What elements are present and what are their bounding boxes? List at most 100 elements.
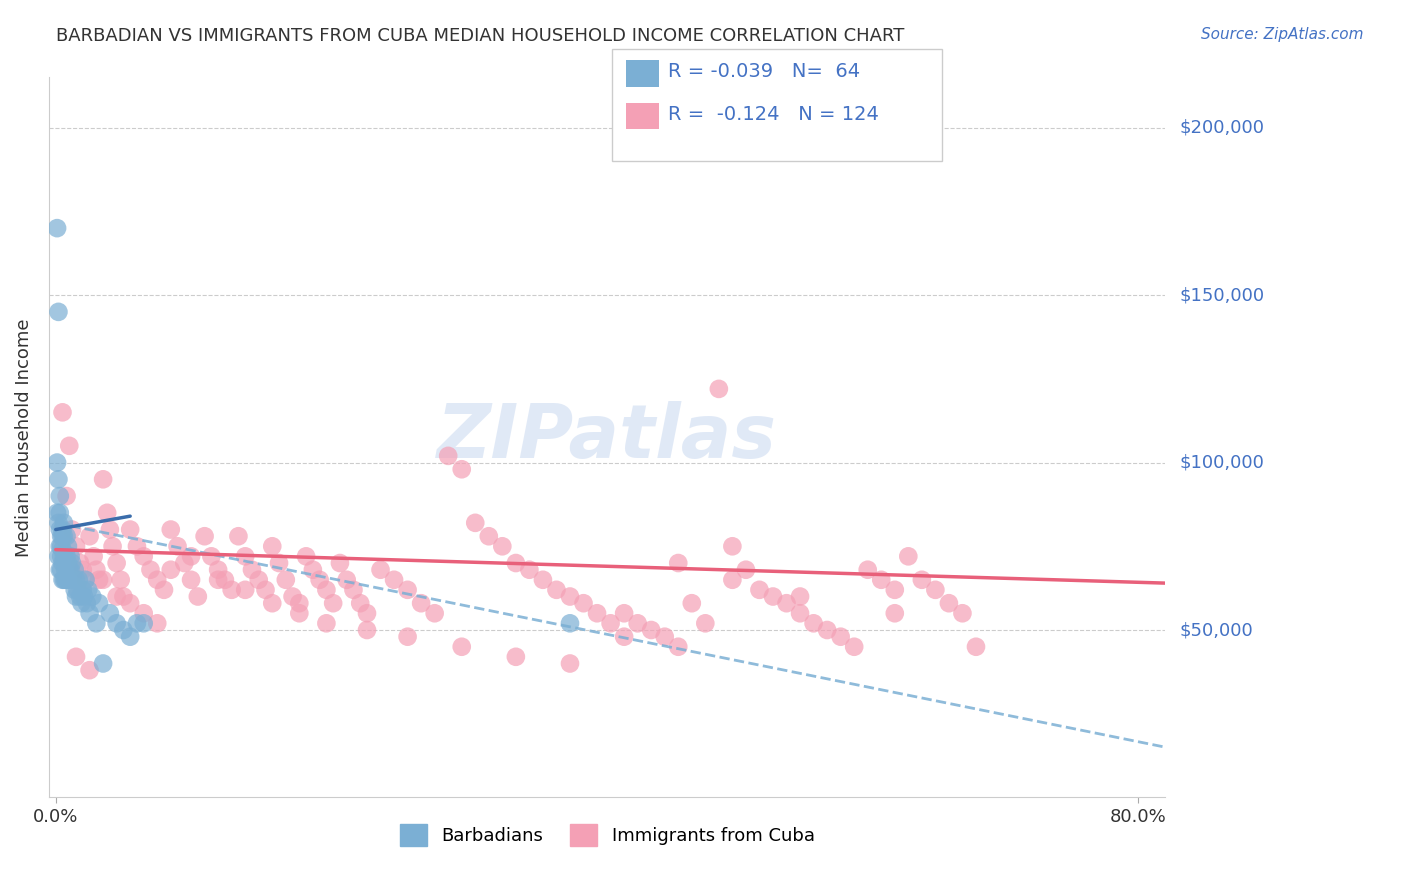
Point xyxy=(572,596,595,610)
Point xyxy=(86,616,108,631)
Point xyxy=(194,529,217,543)
Point xyxy=(53,556,76,570)
Point xyxy=(173,556,195,570)
Point xyxy=(558,590,581,604)
Point xyxy=(153,582,176,597)
Point xyxy=(322,596,344,610)
Point xyxy=(49,529,72,543)
Point xyxy=(803,616,825,631)
Point xyxy=(63,563,86,577)
Point xyxy=(924,582,946,597)
Point xyxy=(437,449,460,463)
Point xyxy=(125,539,148,553)
Point xyxy=(883,582,905,597)
Point xyxy=(49,539,72,553)
Point xyxy=(267,556,290,570)
Point xyxy=(240,563,263,577)
Point xyxy=(49,489,72,503)
Point xyxy=(56,539,79,553)
Point xyxy=(558,616,581,631)
Point xyxy=(146,616,169,631)
Point xyxy=(262,596,284,610)
Point xyxy=(55,529,77,543)
Point xyxy=(53,563,76,577)
Point xyxy=(329,556,352,570)
Point xyxy=(132,549,155,564)
Point xyxy=(46,456,69,470)
Point xyxy=(46,221,69,235)
Point xyxy=(274,573,297,587)
Point xyxy=(221,582,243,597)
Point xyxy=(75,573,97,587)
Point xyxy=(132,616,155,631)
Point xyxy=(911,573,934,587)
Point xyxy=(48,516,70,530)
Text: $150,000: $150,000 xyxy=(1180,286,1264,304)
Point xyxy=(254,582,277,597)
Legend: Barbadians, Immigrants from Cuba: Barbadians, Immigrants from Cuba xyxy=(392,817,823,854)
Point xyxy=(139,563,162,577)
Point xyxy=(72,563,94,577)
Point xyxy=(51,523,73,537)
Point xyxy=(159,563,181,577)
Point xyxy=(96,506,118,520)
Text: BARBADIAN VS IMMIGRANTS FROM CUBA MEDIAN HOUSEHOLD INCOME CORRELATION CHART: BARBADIAN VS IMMIGRANTS FROM CUBA MEDIAN… xyxy=(56,27,904,45)
Point xyxy=(98,607,121,621)
Point xyxy=(288,596,311,610)
Point xyxy=(91,472,114,486)
Point xyxy=(349,596,371,610)
Point xyxy=(200,549,222,564)
Point xyxy=(830,630,852,644)
Point xyxy=(49,563,72,577)
Point xyxy=(110,573,132,587)
Point xyxy=(558,657,581,671)
Point xyxy=(599,616,621,631)
Point xyxy=(79,529,101,543)
Point xyxy=(105,590,128,604)
Point xyxy=(666,556,689,570)
Point xyxy=(65,539,87,553)
Point xyxy=(51,542,73,557)
Point xyxy=(75,573,97,587)
Point xyxy=(666,640,689,654)
Point xyxy=(91,573,114,587)
Point xyxy=(105,556,128,570)
Text: R = -0.039   N=  64: R = -0.039 N= 64 xyxy=(668,62,860,81)
Point xyxy=(356,623,378,637)
Point xyxy=(762,590,785,604)
Point xyxy=(49,549,72,564)
Point xyxy=(396,630,419,644)
Text: $200,000: $200,000 xyxy=(1180,119,1264,136)
Point xyxy=(207,563,229,577)
Point xyxy=(356,607,378,621)
Point xyxy=(60,523,83,537)
Point xyxy=(79,607,101,621)
Point xyxy=(132,607,155,621)
Point xyxy=(125,616,148,631)
Point xyxy=(48,305,70,319)
Point xyxy=(613,607,636,621)
Point xyxy=(187,590,209,604)
Point xyxy=(654,630,676,644)
Point xyxy=(721,539,744,553)
Point xyxy=(342,582,364,597)
Point xyxy=(166,539,188,553)
Point xyxy=(52,529,75,543)
Point xyxy=(233,549,256,564)
Point xyxy=(60,556,83,570)
Text: Source: ZipAtlas.com: Source: ZipAtlas.com xyxy=(1201,27,1364,42)
Point xyxy=(52,573,75,587)
Text: $100,000: $100,000 xyxy=(1180,453,1264,472)
Point xyxy=(491,539,513,553)
Point xyxy=(735,563,758,577)
Point xyxy=(91,657,114,671)
Point xyxy=(146,573,169,587)
Point xyxy=(105,616,128,631)
Point xyxy=(464,516,486,530)
Point xyxy=(58,563,80,577)
Text: $50,000: $50,000 xyxy=(1180,621,1253,639)
Point xyxy=(55,489,77,503)
Point xyxy=(233,582,256,597)
Point xyxy=(159,523,181,537)
Point xyxy=(52,516,75,530)
